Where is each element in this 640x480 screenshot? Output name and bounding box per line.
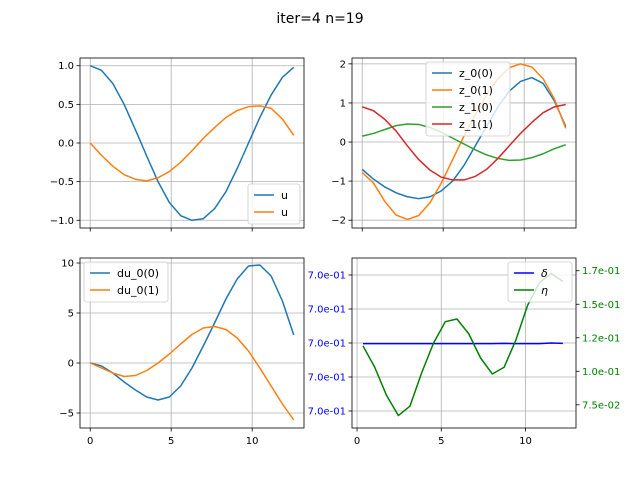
series-line-3 xyxy=(361,103,566,181)
y-tick-label: −5 xyxy=(59,409,74,420)
legend-frame xyxy=(507,261,573,303)
y-tick-label: 2 xyxy=(340,59,346,70)
legend-label: du_0(0) xyxy=(117,267,159,280)
legend-label: z_1(1) xyxy=(459,118,493,131)
figure-title: iter=4 n=19 xyxy=(276,11,363,27)
y-tick-label: −1.0 xyxy=(50,216,74,227)
series-line-1 xyxy=(89,105,295,182)
y-tick-label: 7.0e-01 xyxy=(308,373,346,384)
legend: z_0(0) z_0(1) z_1(0) z_1(1) xyxy=(425,61,511,137)
y-tick-label: 1.0 xyxy=(58,61,74,72)
y-tick-label: 0.5 xyxy=(58,100,74,111)
y-tick-label: 7.0e-01 xyxy=(308,339,346,350)
axes-top-left: −1.0 −0.5 0.0 0.5 1.0 uu xyxy=(50,57,305,232)
series-line-0 xyxy=(90,264,295,401)
legend-frame xyxy=(247,183,301,225)
y-tick-label: 7.0e-01 xyxy=(308,407,346,418)
y-tick-label-right: 1.0e-01 xyxy=(582,367,620,378)
legend-label: z_0(0) xyxy=(459,67,493,80)
y-tick-label: 0 xyxy=(68,359,74,370)
series-line-2 xyxy=(362,123,566,162)
axes-frame xyxy=(79,257,305,429)
legend-frame xyxy=(83,261,169,303)
y-tick-label: 7.0e-01 xyxy=(308,305,346,316)
series-line-0 xyxy=(89,65,295,222)
x-tick-label: 5 xyxy=(438,436,444,447)
legend-label: z_1(0) xyxy=(459,101,493,114)
axes-bottom-right: 0 5 10 7.0e-01 7.0e-01 7.0e-01 7.0e-01 7.0e-01 7… xyxy=(308,257,620,447)
legend-label: η xyxy=(541,284,548,297)
grid xyxy=(80,258,304,428)
y-tick-label: 1 xyxy=(340,98,346,109)
legend-frame xyxy=(425,61,511,137)
x-tick-label: 10 xyxy=(519,436,532,447)
y-tick-label: −1 xyxy=(331,177,346,188)
y-tick-label: −0.5 xyxy=(50,177,74,188)
y-tick-label: −2 xyxy=(331,216,346,227)
y-tick-label-right: 1.7e-01 xyxy=(582,266,620,277)
y-tick-label: 5 xyxy=(68,309,74,320)
axes-frame xyxy=(351,57,577,229)
y-tick-label: 7.0e-01 xyxy=(308,271,346,282)
legend-label: du_0(1) xyxy=(117,284,159,297)
y-tick-label-right: 1.5e-01 xyxy=(582,300,620,311)
y-tick-label: 0 xyxy=(340,138,346,149)
series-line-0 xyxy=(361,76,567,200)
legend-label: δ xyxy=(541,267,548,280)
grid xyxy=(80,58,304,228)
axes-bottom-left: 0 5 10 −5 0 5 10 du_0(0) du_0(1) xyxy=(59,257,305,447)
x-tick-label: 0 xyxy=(354,436,360,447)
series-line-1 xyxy=(89,325,295,421)
y-tick-label: 0.0 xyxy=(58,139,74,150)
legend-label: u xyxy=(281,189,288,202)
series-line-0 xyxy=(362,342,563,345)
y-tick-label: 10 xyxy=(61,259,74,270)
legend-label: z_0(1) xyxy=(459,84,493,97)
axes-top-right: −2 −1 0 1 2 z_0(0) z_0(1) z_1(0) z_1(1) xyxy=(331,57,577,232)
y-tick-label-right: 1.2e-01 xyxy=(582,333,620,344)
legend: du_0(0) du_0(1) xyxy=(83,261,169,303)
legend: uu xyxy=(247,183,301,225)
legend: δη xyxy=(507,261,573,303)
x-tick-label: 5 xyxy=(168,436,174,447)
x-tick-label: 0 xyxy=(87,436,93,447)
y-tick-label-right: 7.5e-02 xyxy=(582,400,620,411)
x-tick-label: 10 xyxy=(246,436,259,447)
legend-label: u xyxy=(281,206,288,219)
